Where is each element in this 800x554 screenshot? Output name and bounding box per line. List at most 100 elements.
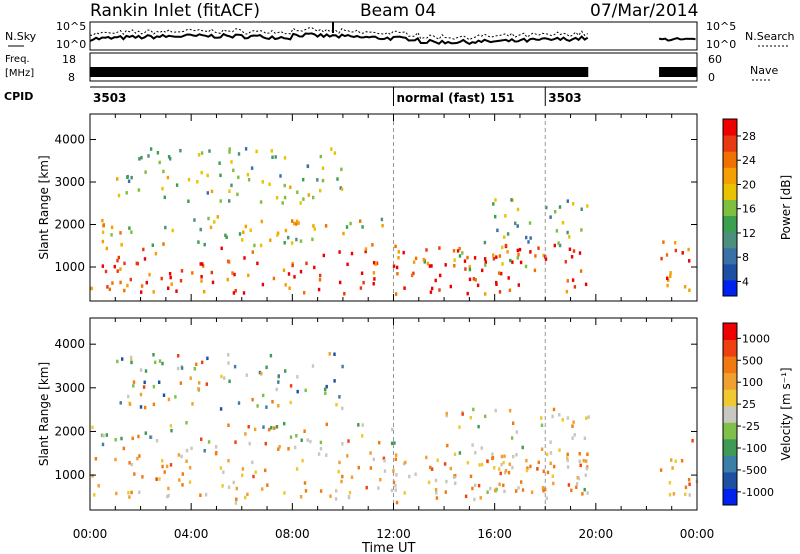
heatmap-cell [537,246,540,250]
heatmap-cell [545,205,548,210]
colorbar-swatch [723,488,737,506]
colorbar-frame [722,118,738,297]
sky-right-tick-bottom: 10^0 [706,38,736,51]
heatmap-cell [325,453,328,457]
heatmap-cell [483,240,487,245]
heatmap-cell [110,225,114,230]
heatmap-cell [339,280,342,285]
time-axis: 00:00 04:00 08:00 12:00 16:00 20:00 00:00 [73,527,715,541]
heatmap-cell [456,249,460,253]
heatmap-cell [139,392,143,397]
heatmap-cell [266,483,269,487]
heatmap-cell [585,416,588,420]
heatmap-cell [469,415,472,420]
colorbar-tick-label: 500 [742,354,763,367]
freq-tick-bottom: 8 [68,71,75,84]
heatmap-cell [515,489,518,493]
heatmap-cell [504,243,508,248]
heatmap-cell [369,466,373,470]
time-axis-label: Time UT [361,541,415,554]
heatmap-cell [498,482,501,487]
heatmap-cell [137,188,141,192]
heatmap-cell [210,189,214,194]
heatmap-cell [276,231,280,235]
heatmap-cell [512,421,515,425]
heatmap-cell [119,231,122,235]
heatmap-cell [568,235,571,239]
heatmap-cell [270,426,273,430]
colorbar-swatch [723,405,737,423]
heatmap-cell [506,232,510,236]
heatmap-cell [525,235,528,240]
heatmap-cell [222,470,225,474]
heatmap-cell [274,155,277,159]
heatmap-cell [317,452,321,456]
heatmap-cell [256,261,259,266]
heatmap-cell [558,205,562,209]
heatmap-cell [373,277,376,281]
heatmap-cell [265,405,268,409]
sky-panel-frame [89,21,698,51]
heatmap-cell [425,248,428,252]
heatmap-cell [227,423,230,427]
heatmap-cell [579,269,583,273]
heatmap-cell [260,219,263,224]
heatmap-cell [167,486,170,491]
heatmap-cell [167,286,170,290]
heatmap-cell [104,269,108,274]
heatmap-cell [283,183,286,188]
heatmap-cell [312,195,315,200]
heatmap-cell [493,466,496,470]
heatmap-cell [130,360,133,365]
heatmap-cell [279,174,282,178]
heatmap-cell [251,460,254,465]
heatmap-cell [549,215,552,219]
heatmap-cell [201,262,204,266]
freq-label: Freq. [5,54,30,65]
heatmap-cell [152,353,155,357]
heatmap-cell [133,472,136,476]
heatmap-cell [453,452,457,456]
heatmap-cell [241,473,244,478]
heatmap-cell [123,261,126,266]
heatmap-cell [226,277,229,282]
heatmap-cell [665,253,669,257]
heatmap-cell [402,461,406,466]
heatmap-cell [542,253,545,258]
heatmap-cell [517,252,520,257]
heatmap-cell [210,270,213,275]
heatmap-cell [429,465,432,470]
heatmap-cell [219,173,222,178]
heatmap-cell [189,376,192,380]
heatmap-cell [230,183,233,188]
heatmap-cell [242,291,246,295]
heatmap-cell [397,250,400,254]
heatmap-cell [586,491,589,495]
heatmap-cell [553,243,556,248]
heatmap-cell [492,257,496,261]
heatmap-cell [468,265,471,269]
x-tick-label: 12:00 [376,527,411,541]
heatmap-cell [570,488,573,493]
heatmap-cell [324,224,328,228]
heatmap-cell [144,369,148,373]
heatmap-cell [237,175,240,180]
heatmap-cell [565,289,569,294]
heatmap-cell [578,452,581,456]
heatmap-cell [521,488,525,492]
heatmap-cell [231,271,234,275]
heatmap-cell [281,201,284,205]
heatmap-cell [149,147,153,151]
heatmap-cell [193,218,196,222]
date-label: 07/Mar/2014 [590,1,698,21]
heatmap-cell [136,456,139,461]
heatmap-cell [115,491,118,496]
heatmap-cell [408,474,411,479]
heatmap-cell [140,284,144,288]
heatmap-cell [395,500,399,505]
station-title: Rankin Inlet (fitACF) [90,1,260,21]
heatmap-cell [434,478,438,483]
heatmap-cell [335,489,338,493]
